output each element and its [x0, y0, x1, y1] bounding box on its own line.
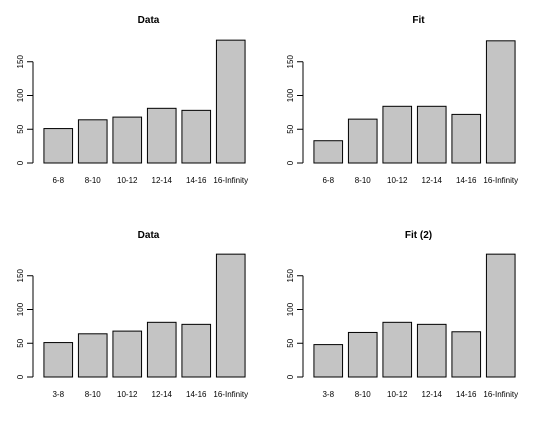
chart-4-y-tick-label: 150	[286, 269, 295, 283]
chart-3-y-tick-label: 50	[16, 338, 25, 347]
chart-1-y-tick-label: 0	[16, 160, 25, 165]
chart-3-y-tick-label: 100	[16, 302, 25, 316]
chart-4-y-tick-label: 0	[286, 374, 295, 379]
chart-4-title: Fit (2)	[405, 230, 432, 241]
chart-4-bar-6	[485, 253, 516, 378]
chart-2-y-tick-label: 150	[286, 55, 295, 69]
chart-3-y-tick-label: 0	[16, 374, 25, 379]
chart-3-bar-4	[146, 321, 177, 378]
chart-1-x-tick-label: 10-12	[117, 176, 138, 185]
chart-1-y-tick-label: 150	[16, 55, 25, 69]
chart-3-bar-6	[215, 253, 246, 378]
chart-3-title: Data	[138, 230, 160, 241]
chart-1-x-tick-label: 12-14	[152, 176, 173, 185]
chart-4-y-tick-label: 50	[286, 338, 295, 347]
chart-3-bar-2	[77, 333, 108, 378]
chart-4-x-tick-label: 16-Infinity	[483, 390, 518, 399]
chart-4-x-tick-label: 10-12	[387, 390, 408, 399]
chart-3-x-tick-label: 16-Infinity	[213, 390, 248, 399]
chart-4-bar-1	[313, 344, 344, 378]
chart-3-x-tick-label: 12-14	[152, 390, 173, 399]
chart-2-bar-2	[347, 118, 378, 164]
chart-2-bar-3	[382, 105, 413, 164]
chart-2-x-tick-label: 6-8	[322, 176, 334, 185]
chart-1-x-tick-label: 8-10	[85, 176, 102, 185]
chart-2-x-tick-label: 16-Infinity	[483, 176, 518, 185]
chart-4-x-tick-label: 12-14	[422, 390, 443, 399]
chart-1-y-tick-label: 100	[16, 88, 25, 102]
chart-3-bar-3	[112, 330, 143, 378]
chart-1-x-tick-label: 6-8	[52, 176, 64, 185]
chart-3-bar-1	[43, 342, 74, 378]
chart-1-bar-2	[77, 119, 108, 164]
chart-3-x-tick-label: 8-10	[85, 390, 102, 399]
chart-3-y-tick-label: 150	[16, 269, 25, 283]
chart-1-bar-5	[181, 109, 212, 164]
chart-2-x-tick-label: 8-10	[355, 176, 372, 185]
chart-4-x-tick-label: 8-10	[355, 390, 372, 399]
chart-1-bar-3	[112, 116, 143, 164]
chart-1-x-tick-label: 14-16	[186, 176, 207, 185]
chart-3-x-tick-label: 14-16	[186, 390, 207, 399]
chart-2-y-tick-label: 0	[286, 160, 295, 165]
chart-1-bar-1	[43, 128, 74, 164]
chart-3-x-tick-label: 3-8	[52, 390, 64, 399]
chart-1-title: Data	[138, 15, 160, 26]
chart-2-x-tick-label: 14-16	[456, 176, 477, 185]
chart-1-bar-4	[146, 107, 177, 164]
chart-4-bar-4	[416, 323, 447, 378]
chart-2-title: Fit	[412, 15, 425, 26]
chart-1-x-tick-label: 16-Infinity	[213, 176, 248, 185]
chart-4-x-tick-label: 3-8	[322, 390, 334, 399]
chart-2-x-tick-label: 10-12	[387, 176, 408, 185]
chart-4-x-tick-label: 14-16	[456, 390, 477, 399]
chart-2-y-tick-label: 100	[286, 88, 295, 102]
chart-3-bar-5	[181, 323, 212, 378]
chart-2-x-tick-label: 12-14	[422, 176, 443, 185]
chart-3-x-tick-label: 10-12	[117, 390, 138, 399]
chart-2-bar-1	[313, 140, 344, 164]
chart-4-y-tick-label: 100	[286, 302, 295, 316]
chart-1-y-tick-label: 50	[16, 124, 25, 133]
chart-2-bar-6	[485, 40, 516, 164]
chart-2-bar-4	[416, 105, 447, 164]
chart-2-y-tick-label: 50	[286, 124, 295, 133]
chart-4-bar-3	[382, 321, 413, 378]
chart-4-bar-5	[451, 331, 482, 378]
chart-2-bar-5	[451, 113, 482, 164]
chart-4-bar-2	[347, 331, 378, 378]
chart-1-bar-6	[215, 39, 246, 164]
